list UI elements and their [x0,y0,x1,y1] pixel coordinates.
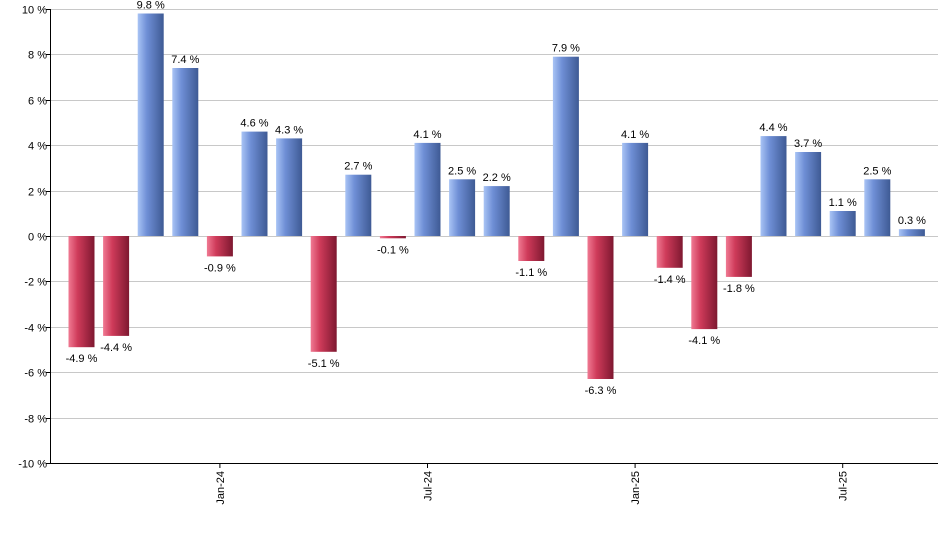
data-label: 0.3 % [898,215,926,227]
bar [414,142,441,236]
x-tick-label: Jan-25 [630,471,642,505]
data-label: 9.8 % [137,0,165,12]
y-tick-label: 0 % [28,232,47,244]
bar [795,152,822,236]
data-label: 1.1 % [829,197,857,209]
data-label: -4.1 % [688,335,720,347]
bar [345,174,372,236]
bar [483,186,510,236]
bar [587,236,614,379]
data-label: 2.5 % [863,165,891,177]
data-label: 4.1 % [621,129,649,141]
bar [172,68,199,236]
data-label: -1.4 % [654,274,686,286]
bar [656,236,683,268]
data-label: 4.1 % [413,129,441,141]
x-axis-ticks: Jan-24 Jul-24 Jan-25 Jul-25 [215,463,850,505]
y-tick-label: -2 % [24,277,47,289]
x-tick-label: Jan-24 [215,471,227,505]
data-label: 4.4 % [759,122,787,134]
y-tick-label: 2 % [28,187,47,199]
bar [864,179,891,237]
data-label: 7.4 % [171,54,199,66]
y-tick-label: 4 % [28,141,47,153]
bar [68,236,95,348]
y-tick-label: -8 % [24,414,47,426]
y-axis-ticks: -10 % -8 % -6 % -4 % -2 % 0 % 2 % 4 % 6 % 8 % 10 % [18,5,50,471]
data-label: -4.4 % [100,342,132,354]
y-tick-label: -6 % [24,368,47,380]
bar [241,131,268,236]
bar [552,56,579,237]
data-label: 3.7 % [794,138,822,150]
bar [310,236,337,352]
data-label: -1.1 % [515,267,547,279]
data-label: 2.2 % [483,172,511,184]
bar [276,138,303,236]
data-label: -6.3 % [585,385,617,397]
bar [691,236,718,330]
bar [103,236,130,336]
data-labels: -4.9 %-4.4 % 9.8 % 7.4 % -0.9 % 4.6 % 4.3 % -5… [66,0,927,397]
data-label: -4.9 % [66,353,98,365]
bar [760,136,787,236]
data-label: 2.7 % [344,161,372,173]
bar [898,229,925,236]
y-tick-label: 10 % [22,5,47,17]
x-tick-label: Jul-24 [423,471,435,501]
y-tick-label: 8 % [28,50,47,62]
data-label: -0.9 % [204,262,236,274]
bars [68,13,925,379]
y-tick-label: -4 % [24,323,47,335]
data-label: 2.5 % [448,165,476,177]
data-label: -1.8 % [723,283,755,295]
data-label: -0.1 % [377,244,409,256]
bar [137,13,164,236]
x-tick-label: Jul-25 [838,471,850,501]
y-tick-label: 6 % [28,96,47,108]
y-tick-label: -10 % [18,459,47,471]
data-label: -5.1 % [308,358,340,370]
bar [829,211,856,236]
bar [206,236,233,257]
data-label: 4.3 % [275,124,303,136]
bar [518,236,545,261]
axes [50,9,938,464]
bar [449,179,476,237]
bar [725,236,752,277]
data-label: 7.9 % [552,43,580,55]
data-label: 4.6 % [240,118,268,130]
bar [379,236,406,239]
bar [622,142,649,236]
